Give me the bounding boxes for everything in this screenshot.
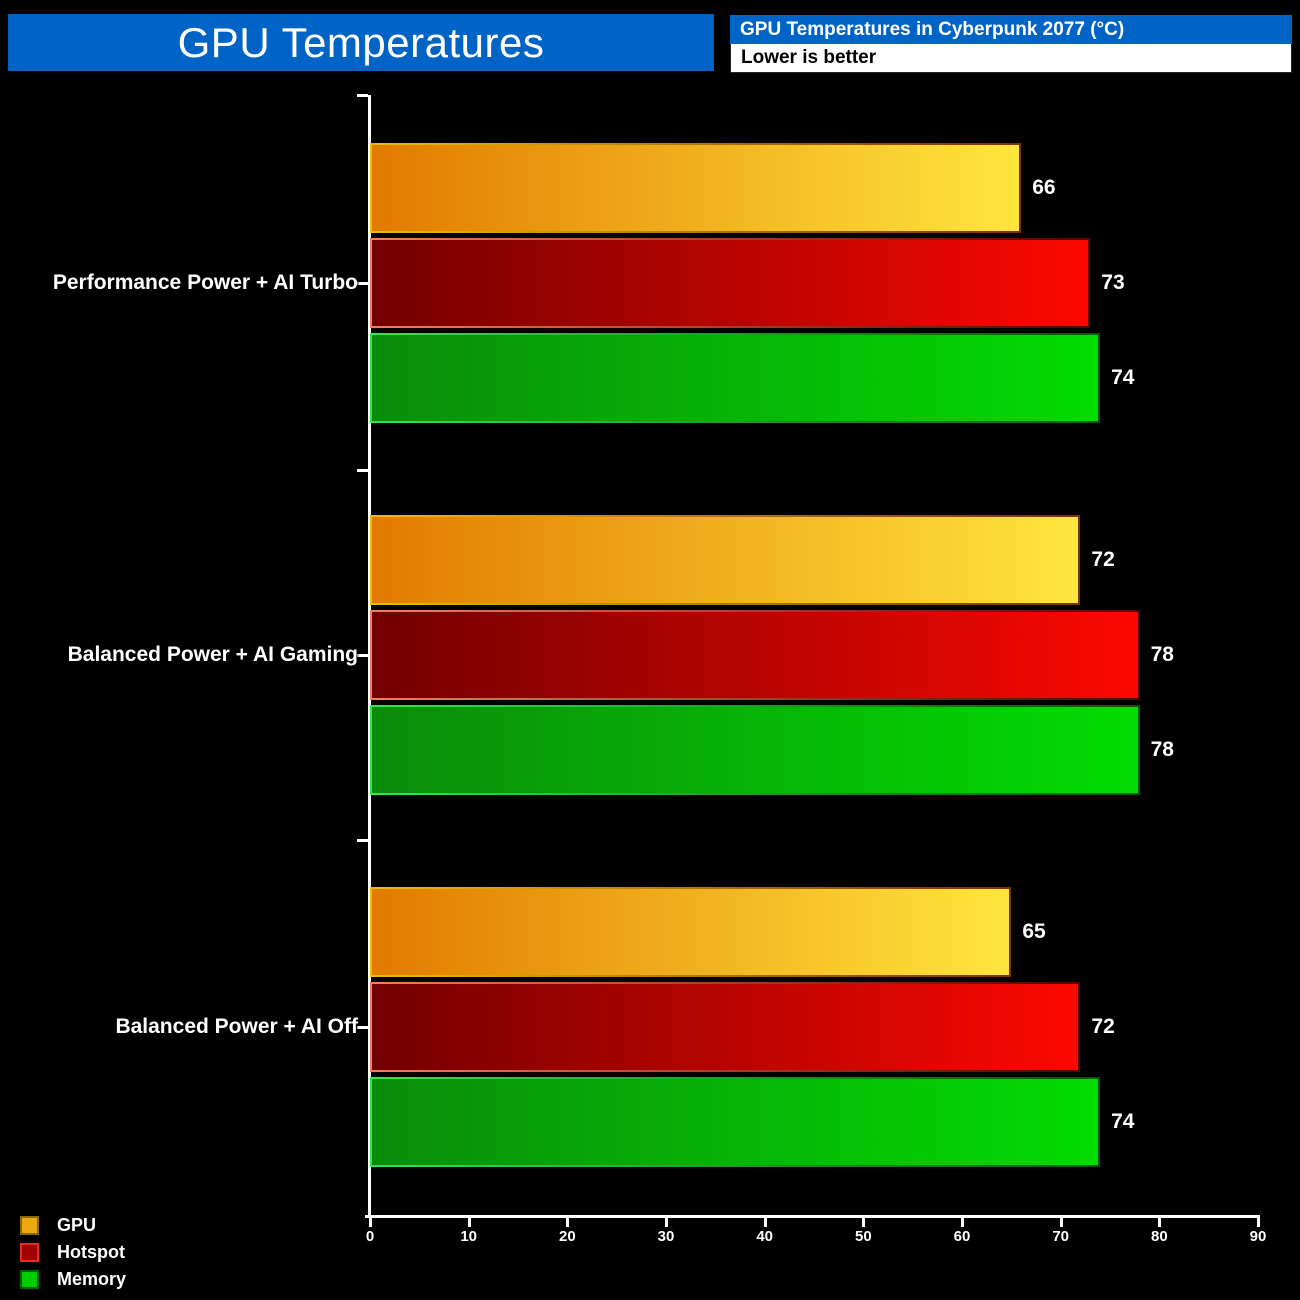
legend: GPU Hotspot Memory	[20, 1212, 126, 1293]
bar-value-label: 78	[1150, 738, 1174, 761]
legend-label: Memory	[57, 1269, 127, 1289]
x-tick-label: 0	[365, 1228, 375, 1245]
x-tick-label: 10	[460, 1228, 477, 1245]
page-title: GPU Temperatures	[177, 18, 545, 66]
bar-value-label: 66	[1032, 176, 1056, 199]
x-tick	[862, 1218, 866, 1227]
hotspot-bar-fill	[372, 984, 1079, 1070]
hotspot-swatch-icon	[20, 1243, 39, 1262]
legend-label: GPU	[57, 1215, 97, 1235]
bar-value-label: 72	[1091, 548, 1115, 571]
x-tick	[1158, 1218, 1162, 1227]
x-tick	[369, 1218, 372, 1227]
x-tick-label: 90	[1249, 1228, 1267, 1245]
hotspot-bar	[370, 610, 1140, 700]
x-tick	[566, 1218, 570, 1227]
x-axis-line	[365, 1215, 1260, 1218]
info-note-bar: Lower is better	[730, 44, 1292, 73]
x-tick	[1059, 1218, 1063, 1227]
gpu-swatch-icon	[20, 1216, 39, 1235]
x-tick-label: 60	[953, 1228, 971, 1245]
category-label: Balanced Power + AI Off	[115, 1015, 358, 1038]
info-title-bar: GPU Temperatures in Cyberpunk 2077 (°C)	[730, 15, 1292, 44]
x-tick	[763, 1218, 767, 1227]
x-tick-label: 20	[558, 1228, 576, 1245]
legend-item-gpu: GPU	[20, 1212, 126, 1239]
hotspot-bar-fill	[372, 240, 1089, 326]
x-tick-label: 30	[657, 1228, 675, 1245]
x-tick-label: 80	[1150, 1228, 1168, 1245]
x-tick	[665, 1218, 668, 1227]
memory-bar-fill	[372, 1079, 1099, 1165]
x-tick-label: 50	[854, 1228, 872, 1245]
memory-bar	[370, 1077, 1101, 1167]
bar-value-label: 74	[1111, 366, 1135, 389]
gpu-bar-fill	[372, 889, 1010, 975]
y-boundary-tick	[357, 469, 368, 472]
memory-bar-fill	[372, 707, 1138, 793]
x-tick	[961, 1218, 964, 1227]
y-boundary-tick	[357, 94, 368, 97]
legend-label: Hotspot	[57, 1242, 125, 1262]
bar-value-label: 72	[1091, 1015, 1115, 1038]
legend-item-hotspot: Hotspot	[20, 1239, 126, 1266]
y-category-tick	[357, 1026, 368, 1029]
bar-value-label: 78	[1150, 643, 1174, 666]
x-tick-label: 70	[1052, 1228, 1069, 1245]
memory-bar-fill	[372, 335, 1099, 421]
category-label: Performance Power + AI Turbo	[52, 271, 358, 294]
gpu-bar-fill	[372, 517, 1079, 603]
y-category-tick	[357, 282, 368, 285]
legend-item-memory: Memory	[20, 1266, 126, 1293]
category-label: Balanced Power + AI Gaming	[67, 643, 358, 666]
chart-title-banner: GPU Temperatures	[8, 14, 714, 71]
memory-swatch-icon	[20, 1270, 39, 1289]
gpu-bar	[370, 143, 1022, 233]
y-category-tick	[357, 654, 368, 657]
gpu-bar-fill	[372, 145, 1020, 231]
gpu-bar	[370, 515, 1081, 605]
x-tick-label: 40	[756, 1228, 773, 1245]
memory-bar	[370, 705, 1140, 795]
memory-bar	[370, 333, 1101, 423]
info-box: GPU Temperatures in Cyberpunk 2077 (°C) …	[730, 15, 1292, 73]
bar-value-label: 73	[1101, 271, 1125, 294]
gpu-bar	[370, 887, 1012, 977]
hotspot-bar-fill	[372, 612, 1138, 698]
hotspot-bar	[370, 982, 1081, 1072]
x-tick	[1257, 1218, 1260, 1227]
hotspot-bar	[370, 238, 1091, 328]
y-axis-line	[368, 95, 371, 1218]
bar-value-label: 74	[1111, 1110, 1135, 1133]
y-boundary-tick	[357, 839, 368, 842]
x-tick	[467, 1218, 471, 1227]
bar-value-label: 65	[1022, 920, 1046, 943]
